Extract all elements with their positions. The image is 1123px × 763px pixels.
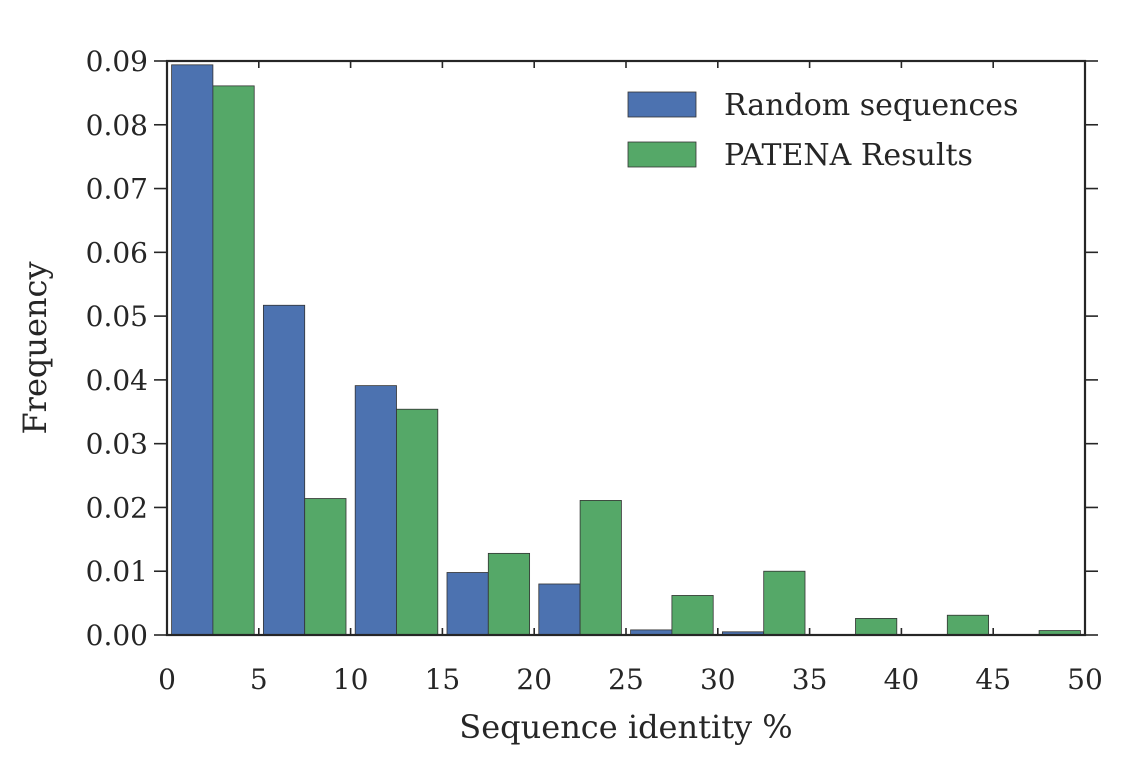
y-tick-label: 0.04 <box>86 364 148 397</box>
legend: Random sequences PATENA Results <box>627 88 1018 173</box>
y-tick-label: 0.09 <box>86 45 148 78</box>
bar-random-10 <box>354 385 397 636</box>
y-axis-label: Frequency <box>16 261 54 434</box>
bar-random-15 <box>446 572 489 636</box>
bar-patena-20 <box>579 500 622 636</box>
bars-group <box>171 64 1081 636</box>
legend-swatch-patena <box>627 141 697 168</box>
x-tick-label: 50 <box>1067 663 1103 696</box>
y-tick-label: 0.03 <box>86 428 148 461</box>
y-tick-label: 0.07 <box>86 173 148 206</box>
y-tick-label: 0.02 <box>86 491 148 524</box>
x-tick-label: 20 <box>516 663 552 696</box>
ticks-group: 0 5 10 15 20 25 30 35 40 45 50 0.00 0.01 0.02 0.03 0.04… <box>86 45 1103 696</box>
x-tick-label: 10 <box>333 663 369 696</box>
bar-patena-25 <box>671 595 714 636</box>
bar-patena-10 <box>396 408 439 636</box>
y-tick-label: 0.06 <box>86 236 148 269</box>
y-tick-label: 0.08 <box>86 109 148 142</box>
bar-patena-40 <box>946 614 990 636</box>
x-tick-label: 25 <box>608 663 644 696</box>
x-tick-label: 40 <box>884 663 920 696</box>
y-tick-label: 0.05 <box>86 300 148 333</box>
bar-random-20 <box>538 583 581 636</box>
bar-random-5 <box>262 304 306 636</box>
legend-label-random: Random sequences <box>724 88 1018 123</box>
bar-patena-30 <box>763 570 806 636</box>
x-tick-label: 30 <box>700 663 736 696</box>
y-tick-label: 0.00 <box>86 619 148 652</box>
x-tick-label: 45 <box>975 663 1011 696</box>
x-tick-label: 35 <box>792 663 828 696</box>
x-tick-label: 0 <box>158 663 176 696</box>
bar-patena-5 <box>304 498 347 636</box>
bar-random-0 <box>171 64 214 636</box>
bar-patena-15 <box>487 552 531 636</box>
bar-patena-35 <box>855 618 898 636</box>
y-tick-label: 0.01 <box>86 555 148 588</box>
bar-patena-0 <box>212 85 255 636</box>
x-tick-label: 15 <box>425 663 461 696</box>
legend-swatch-random <box>627 91 697 118</box>
x-axis-label: Sequence identity % <box>459 708 792 746</box>
x-tick-label: 5 <box>250 663 268 696</box>
legend-label-patena: PATENA Results <box>724 138 973 173</box>
